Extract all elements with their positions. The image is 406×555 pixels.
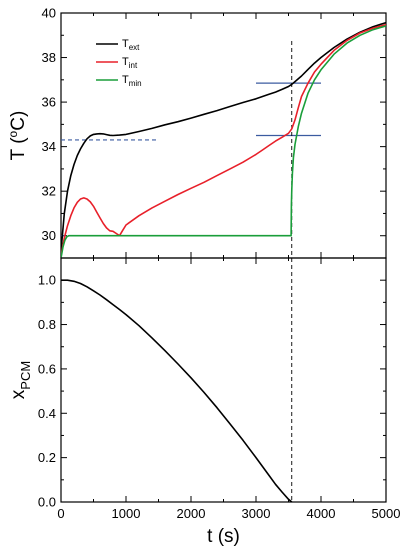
bottom-ytick-label: 1.0: [38, 273, 56, 288]
top-ytick-label: 36: [42, 95, 56, 110]
bottom-ytick-label: 0.8: [38, 317, 56, 332]
legend: Text Tint Tmin: [96, 38, 142, 88]
series-line-xpcm: [61, 279, 293, 503]
bottom-xtick-label: 3000: [242, 506, 271, 521]
bottom-xtick-label: 4000: [307, 506, 336, 521]
bottom-plot-frame: [60, 257, 387, 503]
top-ytick-label: 34: [42, 139, 56, 154]
bottom-panel-xpcm: 0.0 0.2 0.4 0.6 0.8 1.0 0 1000 2000 3000 4000 5000 t…: [8, 257, 401, 547]
bottom-x-axis-label: t (s): [207, 526, 240, 547]
bottom-ytick-label: 0.2: [38, 450, 56, 465]
series-line-tint: [61, 23, 386, 256]
bottom-xtick-label: 1000: [112, 506, 141, 521]
series-line-tmin: [61, 25, 386, 258]
top-ytick-label: 40: [42, 6, 56, 21]
legend-label-tmin: Tmin: [122, 74, 142, 88]
top-y-axis-label: T (oC): [6, 111, 29, 161]
bottom-ytick-label: 0.4: [38, 406, 56, 421]
top-ytick-label: 30: [42, 228, 56, 243]
legend-label-tint: Tint: [122, 56, 138, 70]
legend-label-text: Text: [122, 38, 140, 52]
bottom-y-axis-label: xPCM: [8, 361, 33, 399]
bottom-xtick-label: 2000: [177, 506, 206, 521]
bottom-ytick-label: 0.0: [38, 495, 56, 510]
bottom-xtick-label: 5000: [372, 506, 401, 521]
series-line-text: [61, 21, 386, 252]
top-ytick-label: 32: [42, 184, 56, 199]
bottom-ytick-label: 0.6: [38, 361, 56, 376]
bottom-xtick-label: 0: [57, 506, 64, 521]
top-ytick-label: 38: [42, 50, 56, 65]
top-panel-temperature: 30 32 34 36 38 40 T (oC) Text Tint Tmin: [6, 6, 387, 259]
